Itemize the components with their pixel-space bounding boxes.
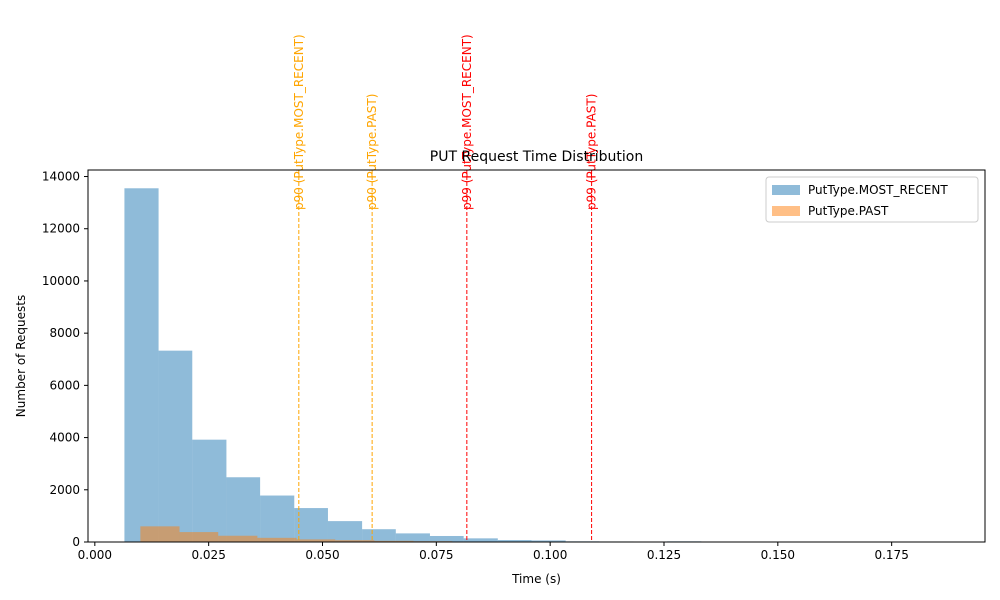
chart-title: PUT Request Time Distribution xyxy=(430,149,643,165)
y-tick-label: 14000 xyxy=(42,170,80,184)
y-tick-label: 10000 xyxy=(42,274,80,288)
x-tick-label: 0.100 xyxy=(533,548,567,562)
percentile-line-label: p99 (PutType.PAST) xyxy=(585,94,599,210)
histogram-bar xyxy=(226,477,261,542)
histogram-bar xyxy=(218,535,258,542)
histogram-bar xyxy=(395,533,430,542)
histogram-bar xyxy=(463,538,498,542)
percentile-line-label: p90 (PutType.MOST_RECENT) xyxy=(292,34,306,210)
histogram-bar xyxy=(257,537,297,542)
legend-swatch xyxy=(772,185,800,195)
histogram-bar xyxy=(140,526,180,542)
x-tick-label: 0.075 xyxy=(419,548,453,562)
histogram-bar xyxy=(327,521,363,542)
y-axis-label: Number of Requests xyxy=(14,295,28,417)
histogram-bar xyxy=(260,495,295,542)
histogram-bar xyxy=(124,188,159,542)
y-tick-label: 0 xyxy=(72,535,80,549)
plot-frame xyxy=(87,169,986,543)
y-tick-label: 8000 xyxy=(49,326,80,340)
x-tick-label: 0.175 xyxy=(874,548,908,562)
x-axis: 0.000 0.025 0.050 0.075 0.100 0.125 0.150 0.175 xyxy=(78,542,909,562)
bars-layer xyxy=(124,188,939,542)
legend-label: PutType.MOST_RECENT xyxy=(808,183,948,197)
histogram-bar xyxy=(294,508,328,542)
x-tick-label: 0.025 xyxy=(191,548,225,562)
legend-swatch xyxy=(772,206,800,216)
x-tick-label: 0.125 xyxy=(647,548,681,562)
histogram-bar xyxy=(192,439,227,542)
histogram-bar xyxy=(158,350,193,542)
legend-label: PutType.PAST xyxy=(808,204,889,218)
percentile-line-label: p99 (PutType.MOST_RECENT) xyxy=(460,34,474,210)
x-axis-label: Time (s) xyxy=(511,572,561,586)
y-tick-label: 12000 xyxy=(42,222,80,236)
y-axis: 0 2000 4000 6000 8000 10000 12000 14000 xyxy=(42,170,88,549)
x-tick-label: 0.000 xyxy=(78,548,112,562)
percentile-line-label: p90 (PutType.PAST) xyxy=(365,94,379,210)
histogram-bar xyxy=(335,540,375,542)
x-tick-label: 0.150 xyxy=(761,548,795,562)
histogram-bar xyxy=(362,529,396,542)
histogram-bar xyxy=(531,540,566,542)
legend-box xyxy=(765,176,979,223)
x-tick-label: 0.050 xyxy=(305,548,339,562)
histogram-bar xyxy=(179,532,219,542)
histogram-bar xyxy=(296,539,336,542)
histogram-bar xyxy=(429,535,464,542)
percentile-lines: p90 (PutType.MOST_RECENT) p90 (PutType.PA… xyxy=(292,34,599,542)
histogram-bar xyxy=(497,540,532,542)
legend: PutType.MOST_RECENT PutType.PAST xyxy=(765,176,979,223)
y-tick-label: 6000 xyxy=(49,378,80,392)
histogram-bar xyxy=(374,540,414,542)
y-tick-label: 2000 xyxy=(49,483,80,497)
y-tick-label: 4000 xyxy=(49,431,80,445)
